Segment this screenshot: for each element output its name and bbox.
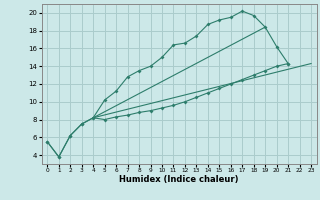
X-axis label: Humidex (Indice chaleur): Humidex (Indice chaleur) — [119, 175, 239, 184]
